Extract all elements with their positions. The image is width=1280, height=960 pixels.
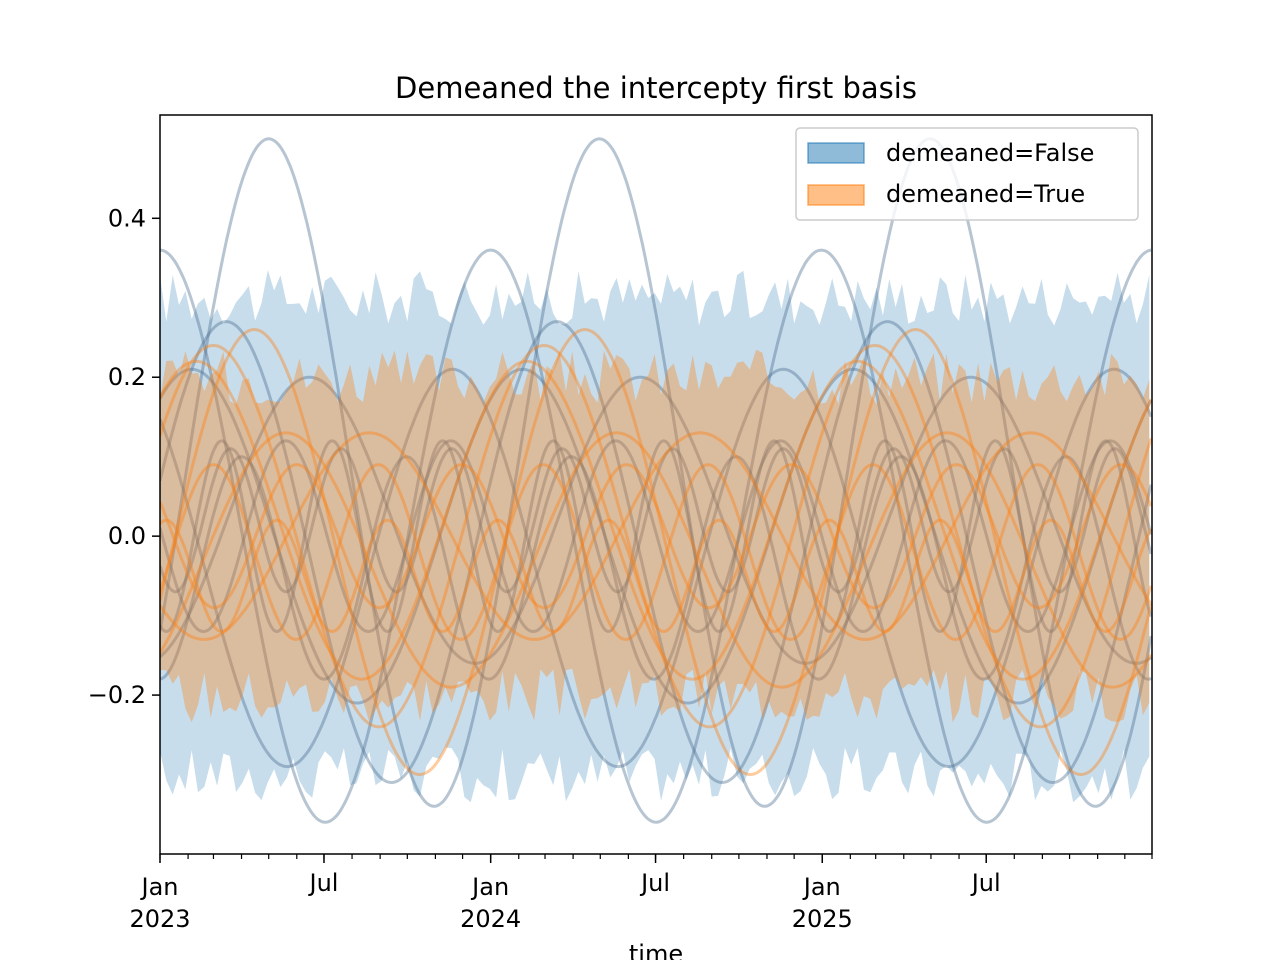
curve-demeaned-false-7 [160,439,1152,634]
x-tick-year-label: 2023 [129,905,190,933]
x-tick-label: Jan [802,873,841,901]
x-tick-label: Jul [307,869,338,897]
axes: −0.2 0.0 0.2 0.4 Jan 2023 Jul Jan 2024 Jul Jan 2025… [88,204,1153,933]
curve-demeaned-false-2 [160,320,1152,785]
band-demeaned-false [160,270,1150,803]
curve-demeaned-false-1 [160,248,1152,824]
y-tick-label: 0.4 [108,204,146,232]
curve-demeaned-true-6 [160,463,1152,610]
curve-demeaned-false-0 [160,137,1152,808]
x-tick-label: Jul [639,869,670,897]
curve-demeaned-true-2 [160,359,1152,681]
curve-demeaned-false-4 [160,367,1152,705]
legend-box [795,127,1139,221]
curve-demeaned-false-6 [160,455,1152,681]
legend-label-demeaned-false: demeaned=False [886,139,1094,167]
curve-demeaned-false-3 [160,367,1152,769]
legend-swatch-demeaned-false [807,142,865,164]
curve-demeaned-true-7 [160,518,1152,634]
y-tick-label: 0.0 [108,522,146,550]
curve-demeaned-false-8 [160,439,1152,633]
x-tick-label: Jan [470,873,509,901]
x-tick-year-label: 2025 [792,905,853,933]
chart-title: Demeaned the intercepty first basis [395,71,917,105]
curve-demeaned-false-5 [160,375,1152,665]
curve-demeaned-true-1 [160,343,1152,729]
curve-demeaned-true-3 [160,431,1152,689]
y-tick-label: 0.2 [108,363,146,391]
x-tick-label: Jul [970,869,1001,897]
legend-label-demeaned-true: demeaned=True [886,180,1085,208]
curve-demeaned-false-9 [160,447,1152,594]
x-tick-year-label: 2024 [460,905,521,933]
curve-demeaned-true-5 [160,463,1152,642]
band-demeaned-true [160,349,1150,723]
legend: demeaned=False demeaned=True [795,127,1139,221]
legend-swatch-demeaned-true [807,184,865,206]
curve-demeaned-true-0 [160,327,1152,776]
x-axis-title: time [629,940,683,960]
plot-area [160,137,1152,824]
y-tick-label: −0.2 [88,681,146,709]
curve-demeaned-true-4 [160,431,1152,641]
x-tick-label: Jan [140,873,179,901]
